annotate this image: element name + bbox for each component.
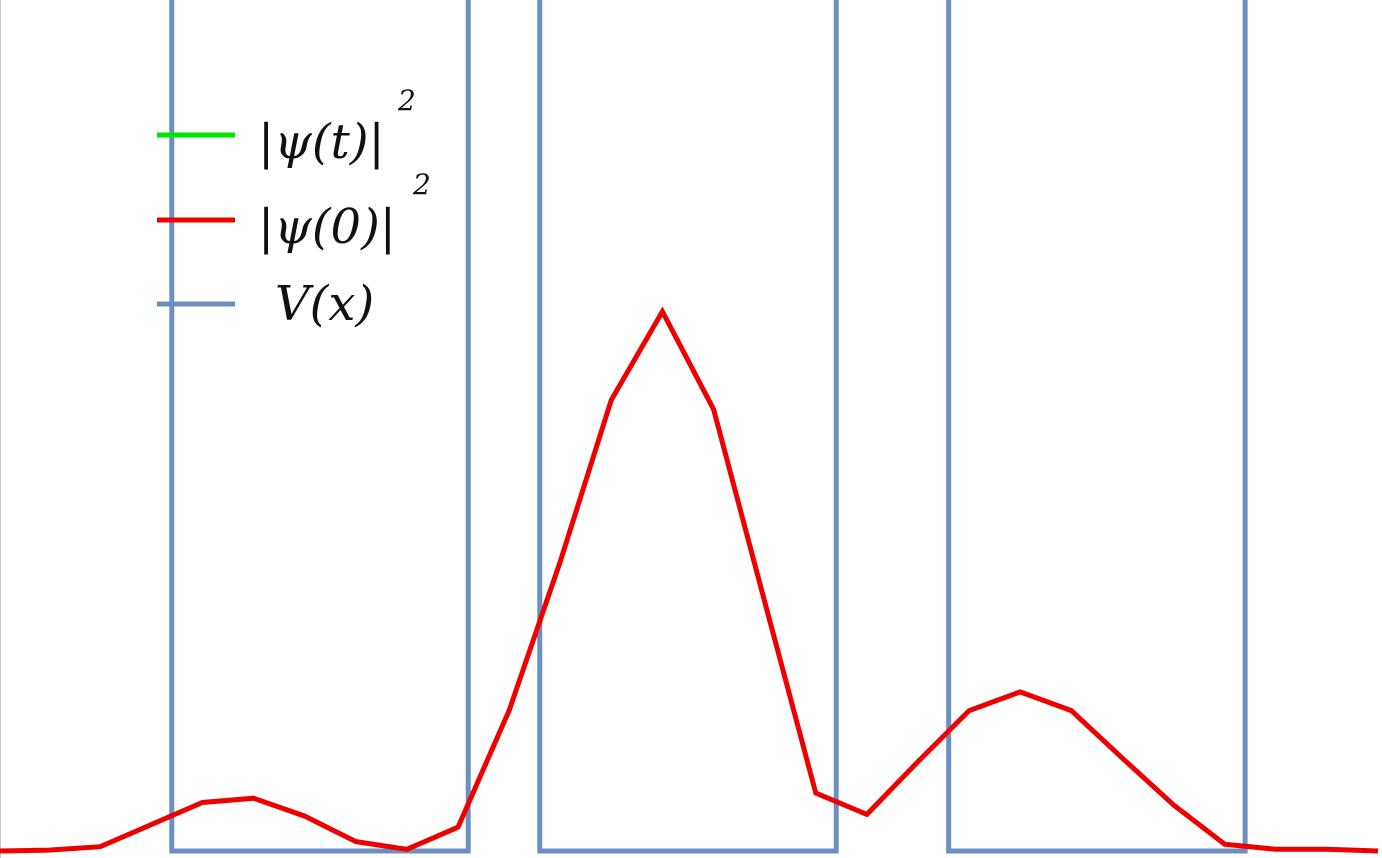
potential-well-1 xyxy=(537,0,839,854)
legend-sup-psi-t: 2 xyxy=(397,84,416,117)
legend: |ψ(t)| 2 |ψ(0)| 2 V(x) xyxy=(157,84,431,332)
psi0-series xyxy=(0,306,1379,854)
potential-series xyxy=(169,0,1248,854)
potential-well-2 xyxy=(946,0,1248,854)
legend-sup-psi-0: 2 xyxy=(412,168,431,201)
legend-label-potential: V(x) xyxy=(275,276,374,332)
psi0-line xyxy=(0,306,1379,854)
legend-label-psi-0: |ψ(0)| xyxy=(258,199,396,255)
legend-item-potential: V(x) xyxy=(157,276,374,332)
legend-label-psi-t: |ψ(t)| xyxy=(258,114,385,170)
legend-item-psi-0: |ψ(0)| 2 xyxy=(157,168,431,255)
legend-item-psi-t: |ψ(t)| 2 xyxy=(157,84,416,170)
potential-well-0 xyxy=(169,0,471,854)
